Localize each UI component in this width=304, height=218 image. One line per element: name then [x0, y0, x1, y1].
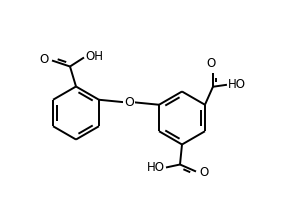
Text: O: O	[40, 53, 49, 66]
Text: O: O	[199, 166, 208, 179]
Text: O: O	[206, 57, 216, 70]
Text: HO: HO	[228, 78, 246, 91]
Text: HO: HO	[147, 161, 165, 174]
Text: OH: OH	[85, 50, 103, 63]
Text: O: O	[124, 96, 134, 109]
